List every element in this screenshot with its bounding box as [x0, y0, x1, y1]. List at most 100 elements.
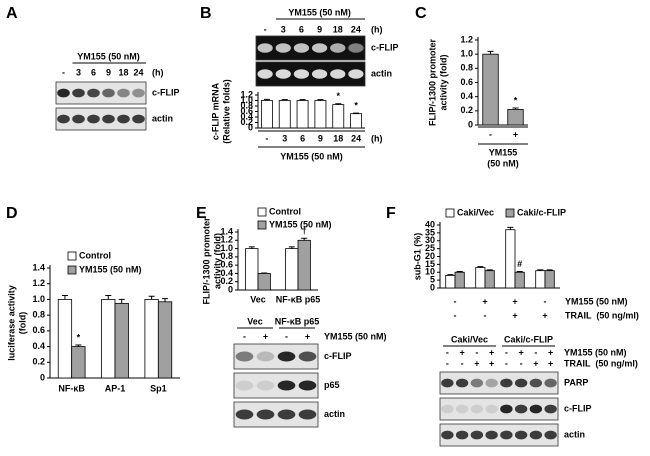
x-tick-label: 24 — [351, 133, 361, 143]
treatment-mark: - — [544, 296, 547, 306]
treatment-mark: + — [482, 296, 487, 306]
blot-band — [235, 409, 254, 420]
blot-band — [117, 88, 130, 98]
band-label: p65 — [324, 380, 340, 390]
lane-label: 3 — [281, 24, 286, 34]
error-bar — [61, 295, 68, 300]
y-tick-label: 20 — [425, 251, 435, 261]
y-tick-label: 10 — [425, 267, 435, 277]
x-axis-label: (50 nM) — [487, 158, 519, 168]
lane-label: + — [518, 347, 523, 357]
y-tick-label: 1.2 — [240, 89, 253, 99]
x-tick-label: Sp1 — [150, 383, 167, 393]
blot-band — [441, 404, 454, 414]
bar — [314, 100, 327, 129]
annotation: # — [517, 259, 522, 269]
blot-band — [275, 69, 291, 79]
error-bar — [248, 246, 255, 249]
annotation: * — [354, 101, 358, 111]
blot-group: NF-κB p65 — [275, 316, 320, 326]
blot-band — [500, 378, 513, 388]
y-tick-label: 1.2 — [220, 235, 233, 245]
annotation: * — [514, 95, 518, 105]
blot-band — [132, 114, 145, 124]
y-tick-label: 0.4 — [220, 268, 233, 278]
lane-unit: (h) — [371, 24, 383, 34]
lane-label: 9 — [106, 67, 111, 77]
y-tick-label: 1.4 — [32, 262, 45, 272]
y-tick-label: 0.8 — [460, 63, 473, 73]
bar — [296, 100, 309, 129]
y-tick-label: 0.2 — [32, 357, 45, 367]
blot-band — [277, 409, 296, 420]
band-label: c-FLIP — [371, 42, 399, 52]
error-bar — [507, 226, 514, 230]
band-label: c-FLIP — [152, 87, 180, 97]
blot-band — [87, 114, 100, 124]
lane-label: - — [505, 358, 508, 368]
bar — [484, 270, 495, 289]
lane-label: 18 — [333, 24, 343, 34]
blot-band — [441, 430, 454, 440]
blot-band — [470, 378, 484, 388]
lane-label: 3 — [76, 67, 81, 77]
error-bar — [546, 269, 553, 271]
blot-group: Vec — [247, 316, 263, 326]
blot-band — [257, 43, 273, 53]
lane-label: 24 — [351, 24, 361, 34]
bar — [101, 299, 116, 379]
blot-band — [485, 378, 498, 388]
legend-label: Caki/c-FLIP — [517, 207, 566, 217]
bar — [278, 100, 291, 129]
y-axis-label: FLIP/-1300 promoter — [427, 38, 437, 126]
x-tick-label: 9 — [318, 133, 323, 143]
blot-band — [455, 430, 469, 440]
bar — [350, 113, 363, 129]
y-tick-label: 0.4 — [240, 111, 253, 121]
treatment-label: YM155 (50 nM) — [565, 296, 628, 306]
panel-label: F — [386, 205, 396, 222]
y-tick-label: 0.2 — [240, 117, 253, 127]
blot-band — [485, 404, 498, 414]
lane-label: - — [243, 331, 246, 341]
y-tick-label: 0.6 — [240, 106, 253, 116]
lane-label: + — [489, 347, 494, 357]
blot-band — [348, 43, 364, 53]
band-label: c-FLIP — [564, 403, 592, 413]
legend-swatch — [445, 208, 455, 218]
bar — [297, 239, 311, 291]
blot-band — [348, 69, 364, 79]
blot-band — [330, 43, 346, 53]
error-bar — [288, 246, 295, 249]
blot-band — [277, 351, 296, 362]
y-tick-label: 15 — [425, 259, 435, 269]
x-tick-label: - — [489, 129, 492, 139]
bar — [57, 299, 73, 379]
lane-label: + — [305, 331, 310, 341]
lane-label: - — [62, 67, 65, 77]
blot-panel — [439, 397, 559, 421]
blot-band — [257, 69, 273, 79]
blot-band — [544, 430, 557, 440]
blot-band — [311, 43, 328, 53]
error-bar — [162, 298, 169, 302]
bar — [157, 301, 173, 379]
y-axis-label: activity (fold) — [438, 54, 448, 110]
lane-label: 18 — [118, 67, 128, 77]
y-tick-label: 0.6 — [32, 325, 45, 335]
blot-band — [87, 88, 100, 98]
y-axis-label: luciferase activity — [6, 285, 16, 361]
blot-header: YM155 (50 nM) — [77, 51, 140, 61]
error-bar — [317, 99, 324, 101]
lane-unit: (h) — [152, 67, 164, 77]
lane-label: - — [285, 331, 288, 341]
x-tick-label: - — [265, 133, 268, 143]
x-tick-label: NF-κB — [58, 383, 85, 393]
error-bar — [335, 103, 342, 105]
y-tick-label: 0.6 — [460, 77, 473, 87]
error-bar — [516, 270, 523, 273]
y-tick-label: 1.4 — [220, 226, 233, 236]
treatment-mark: - — [454, 296, 457, 306]
blot-panel — [255, 61, 366, 87]
treatment-mark: + — [512, 310, 517, 320]
